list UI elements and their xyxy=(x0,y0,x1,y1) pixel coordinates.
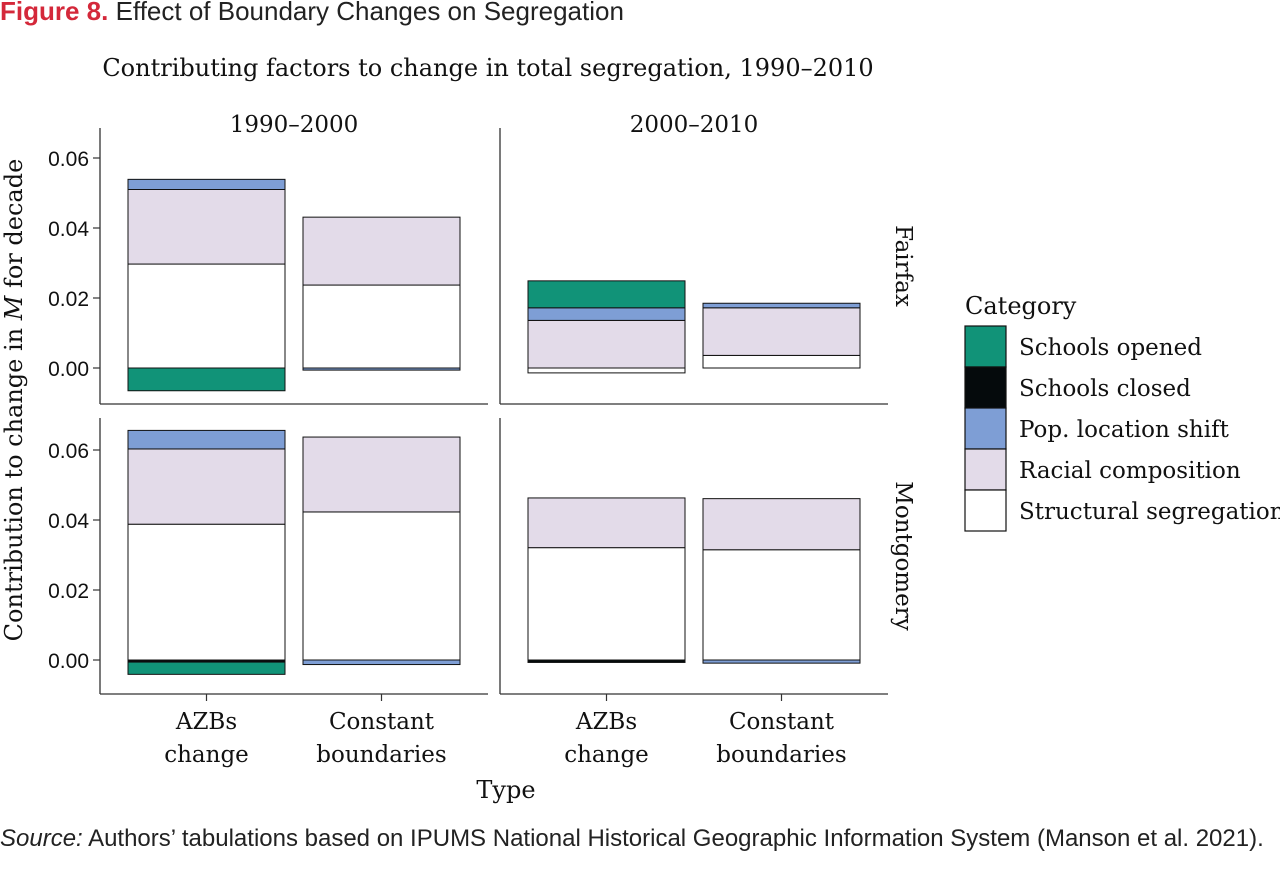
y-tick-label: 0.02 xyxy=(48,580,89,603)
bar-segment-pop-location-shift xyxy=(702,659,861,664)
x-tick-label: boundaries xyxy=(716,742,846,768)
bar-segment-pop-location-shift xyxy=(302,659,461,666)
x-axis-label: Type xyxy=(476,776,535,804)
y-tick-label: 0.00 xyxy=(48,358,89,381)
bar-segment-racial-composition xyxy=(702,498,861,551)
source-text: Authors’ tabulations based on IPUMS Nati… xyxy=(88,825,1264,852)
panel-montgomery-1990-2000: AZBs change Constant boundaries xyxy=(99,418,488,768)
bar-segment-structural-segregation xyxy=(302,511,461,661)
legend-swatch-schools-closed xyxy=(964,366,1007,409)
y-tick-label: 0.00 xyxy=(48,650,89,673)
legend-label-schools-opened: Schools opened xyxy=(1019,335,1202,361)
y-axis-label-suffix: for decade xyxy=(0,159,28,296)
legend-swatch-pop-location-shift xyxy=(964,407,1007,450)
figure-title-text: Effect of Boundary Changes on Segregatio… xyxy=(115,0,624,26)
figure-title: Figure 8. Effect of Boundary Changes on … xyxy=(0,0,624,27)
figure-label: Figure 8. xyxy=(0,0,109,26)
bar-segment-schools-opened xyxy=(527,280,686,309)
legend-swatch-racial-composition xyxy=(964,448,1007,491)
y-tick-label: 0.02 xyxy=(48,288,89,311)
bar-segment-racial-composition xyxy=(702,307,861,356)
legend-label-schools-closed: Schools closed xyxy=(1019,376,1191,402)
y-tick-label: 0.04 xyxy=(48,218,89,241)
bar-segment-schools-closed xyxy=(527,659,686,663)
bar-segment-pop-location-shift xyxy=(527,307,686,321)
bar-segment-schools-opened xyxy=(127,367,286,392)
bar-segment-structural-segregation xyxy=(527,547,686,661)
chart-subtitle: Contributing factors to change in total … xyxy=(102,54,873,82)
facet-column-label: 1990–2000 xyxy=(230,112,359,138)
bar-segment-pop-location-shift xyxy=(702,302,861,309)
bar-segment-racial-composition xyxy=(527,319,686,369)
panel-fairfax-1990-2000 xyxy=(99,128,488,405)
legend: Category Schools opened Schools closed Pop… xyxy=(964,292,1280,532)
panel-montgomery-2000-2010: AZBs change Constant boundaries xyxy=(499,418,888,768)
x-tick-label: Constant xyxy=(329,709,435,735)
y-tick-label: 0.06 xyxy=(48,440,89,463)
bar-segment-schools-opened xyxy=(127,661,286,675)
chart-panels: 1990–2000 2000–2010 Fairfax Montgomery 0.00 0… xyxy=(48,112,916,768)
legend-label-pop-location-shift: Pop. location shift xyxy=(1019,417,1230,443)
y-axis-label-italic: M xyxy=(0,294,28,321)
bar-segment-pop-location-shift xyxy=(127,429,286,450)
bar-segment-racial-composition xyxy=(127,189,286,265)
bar-segment-structural-segregation xyxy=(527,367,686,374)
y-tick-label: 0.04 xyxy=(48,510,89,533)
legend-swatch-schools-opened xyxy=(964,325,1007,368)
bar-segment-structural-segregation xyxy=(127,263,286,369)
stacked-bar-chart: Contributing factors to change in total … xyxy=(0,54,1280,804)
x-tick-label: AZBs xyxy=(175,709,237,735)
source-note: Source: Authors’ tabulations based on IP… xyxy=(0,820,1270,858)
bar-segment-structural-segregation xyxy=(702,354,861,369)
y-axis-label: Contribution to change in M for decade xyxy=(0,159,28,642)
y-axis-label-prefix: Contribution to change in xyxy=(0,320,28,641)
bar-segment-racial-composition xyxy=(127,448,286,525)
legend-title: Category xyxy=(965,292,1077,320)
source-label: Source: xyxy=(0,825,83,852)
legend-label-racial-composition: Racial composition xyxy=(1019,458,1241,484)
x-tick-label: Constant xyxy=(729,709,835,735)
bar-segment-racial-composition xyxy=(302,436,461,513)
facet-column-label: 2000–2010 xyxy=(630,112,759,138)
panel-fairfax-2000-2010 xyxy=(499,128,888,405)
facet-row-label: Montgomery xyxy=(890,481,916,630)
y-tick-label: 0.06 xyxy=(48,148,89,171)
x-tick-label: AZBs xyxy=(575,709,637,735)
bar-segment-structural-segregation xyxy=(702,549,861,661)
bar-segment-racial-composition xyxy=(527,497,686,549)
bar-segment-pop-location-shift xyxy=(302,367,461,371)
legend-swatch-structural-segregation xyxy=(964,489,1007,532)
bar-segment-pop-location-shift xyxy=(127,178,286,191)
facet-row-label: Fairfax xyxy=(890,225,916,307)
bar-segment-racial-composition xyxy=(302,216,461,286)
x-tick-label: boundaries xyxy=(316,742,446,768)
bar-segment-structural-segregation xyxy=(302,284,461,369)
x-tick-label: change xyxy=(164,742,249,768)
legend-label-structural-segregation: Structural segregation xyxy=(1019,499,1280,525)
bar-segment-structural-segregation xyxy=(127,523,286,661)
x-tick-label: change xyxy=(564,742,649,768)
